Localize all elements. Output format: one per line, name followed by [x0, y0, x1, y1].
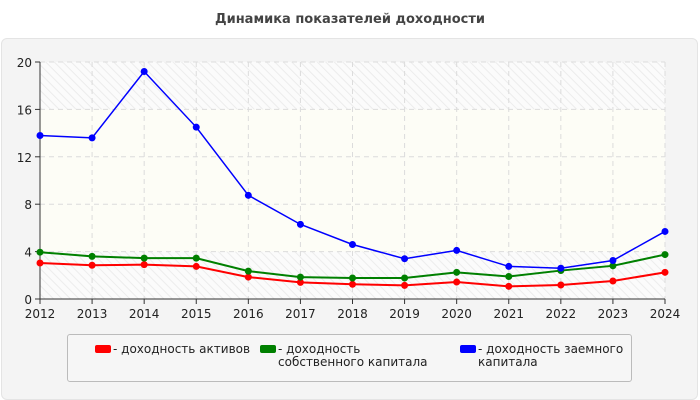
x-tick-label: 2019: [389, 307, 420, 321]
y-tick-label: 4: [24, 246, 32, 260]
data-point: [349, 240, 356, 248]
x-tick-label: 2014: [129, 307, 160, 321]
data-point: [609, 277, 617, 285]
data-point: [88, 261, 96, 269]
data-point: [349, 280, 356, 288]
data-point: [88, 134, 96, 142]
data-point: [661, 227, 669, 235]
data-point: [401, 281, 409, 289]
data-point: [453, 268, 461, 276]
data-point: [505, 272, 513, 280]
x-tick-label: 2013: [77, 307, 108, 321]
x-tick-label: 2017: [285, 307, 316, 321]
data-point: [296, 273, 304, 281]
data-point: [244, 191, 252, 199]
legend-swatch: [460, 345, 476, 353]
data-point: [453, 246, 461, 254]
legend: - доходность активов - доходность собств…: [67, 334, 632, 382]
data-point: [36, 131, 44, 139]
data-point: [505, 282, 513, 290]
data-point: [296, 220, 304, 228]
y-tick-label: 16: [17, 103, 32, 117]
x-tick-label: 2023: [598, 307, 629, 321]
data-point: [192, 123, 200, 131]
y-tick-label: 12: [17, 151, 32, 165]
data-point: [453, 278, 461, 286]
data-point: [557, 281, 565, 289]
data-point: [661, 251, 669, 259]
data-point: [609, 262, 617, 270]
x-tick-label: 2021: [493, 307, 524, 321]
x-tick-label: 2020: [441, 307, 472, 321]
data-point: [192, 262, 200, 270]
data-point: [140, 67, 148, 75]
y-tick-label: 8: [24, 198, 32, 212]
x-tick-label: 2024: [650, 307, 681, 321]
data-point: [401, 255, 409, 263]
data-point: [661, 268, 669, 276]
data-point: [296, 278, 304, 286]
data-point: [401, 274, 409, 282]
x-tick-label: 2015: [181, 307, 212, 321]
legend-swatch: [260, 345, 276, 353]
data-point: [609, 256, 617, 264]
legend-item-equity: - доходность собственного капитала: [260, 343, 428, 369]
data-point: [244, 267, 252, 275]
x-tick-label: 2022: [546, 307, 577, 321]
data-point: [192, 254, 200, 262]
data-point: [244, 273, 252, 281]
y-tick-label: 20: [17, 56, 32, 70]
legend-item-assets: - доходность активов: [95, 343, 263, 356]
data-point: [140, 254, 148, 262]
data-point: [36, 248, 44, 256]
x-tick-label: 2012: [25, 307, 56, 321]
data-point: [140, 261, 148, 269]
chart-title: Динамика показателей доходности: [215, 12, 485, 27]
data-point: [88, 252, 96, 260]
data-point: [505, 262, 513, 270]
data-point: [349, 274, 356, 282]
legend-item-debt: - доходность заемного капитала: [460, 343, 628, 369]
x-tick-label: 2016: [233, 307, 264, 321]
data-point: [557, 264, 565, 272]
legend-swatch: [95, 345, 111, 353]
y-tick-label: 0: [24, 293, 32, 307]
x-tick-label: 2018: [337, 307, 368, 321]
data-point: [36, 259, 44, 267]
